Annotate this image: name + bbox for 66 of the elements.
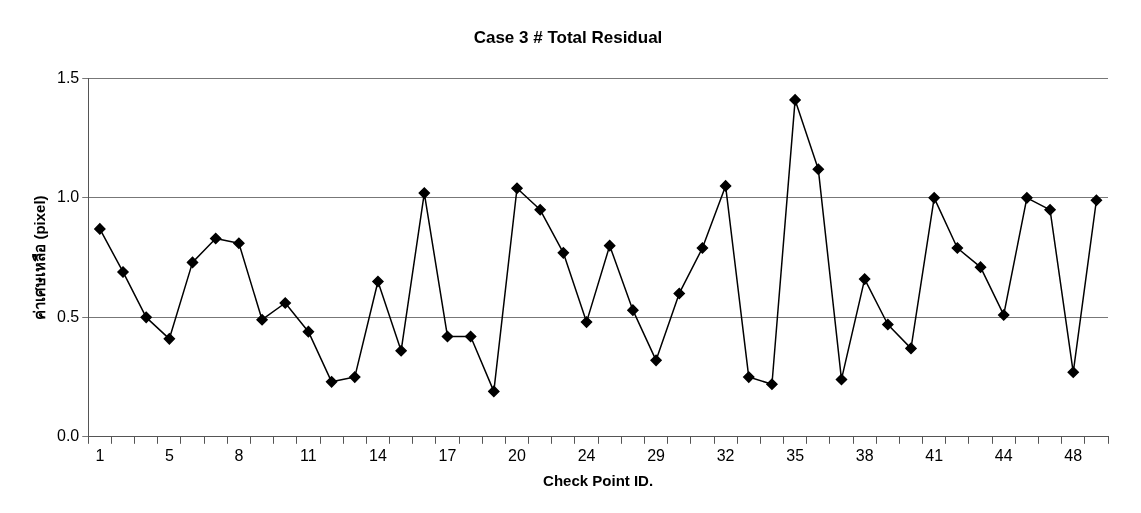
x-tick-label: 48 [1064, 446, 1083, 464]
point [464, 330, 477, 343]
point [905, 342, 917, 355]
point [395, 345, 407, 357]
chart-title: Case 3 # Total Residual [473, 27, 663, 47]
point [557, 247, 570, 259]
x-tick-label: 8 [234, 446, 244, 464]
point [94, 223, 106, 235]
y-tick-label: 1.5 [56, 68, 80, 86]
point [997, 309, 1010, 321]
point [488, 385, 500, 398]
point [1021, 192, 1033, 204]
y-tick-label: 0.5 [56, 307, 80, 325]
x-tick-label: 11 [300, 446, 317, 464]
point [372, 275, 384, 288]
point [627, 304, 639, 316]
x-tick-label: 41 [925, 446, 944, 464]
point [719, 180, 732, 192]
point [349, 371, 361, 383]
x-tick-label: 24 [577, 446, 596, 464]
point [1067, 366, 1079, 379]
point [209, 232, 222, 245]
point [418, 187, 431, 199]
y-tick-label: 1.0 [56, 188, 80, 206]
point [580, 316, 593, 328]
x-tick-label: 14 [369, 446, 387, 464]
point [603, 239, 616, 252]
x-tick-label: 44 [994, 446, 1013, 464]
x-tick-label: 17 [438, 446, 457, 464]
x-tick-label: 29 [647, 446, 666, 464]
point [858, 273, 871, 285]
point [766, 378, 778, 390]
point [974, 261, 987, 273]
point [441, 330, 454, 343]
point [302, 325, 315, 338]
point [673, 287, 685, 300]
point [789, 94, 801, 106]
x-axis-title: Check Point ID. [543, 472, 654, 490]
x-tick-label: 1 [95, 446, 105, 464]
point [1044, 204, 1056, 216]
x-tick-label: 20 [508, 446, 526, 464]
point [928, 192, 940, 204]
y-axis-title: ค่าเศษเหลือ (pixel) [31, 195, 49, 320]
point [163, 333, 176, 345]
point [117, 266, 129, 278]
point [279, 297, 291, 309]
y-tick-label: 0.0 [56, 427, 80, 445]
point [650, 354, 662, 367]
point [325, 376, 338, 388]
point [882, 318, 894, 331]
point [534, 204, 546, 216]
x-tick-label: 35 [786, 446, 805, 464]
point [256, 313, 268, 326]
point [1090, 194, 1103, 207]
x-tick-label: 38 [855, 446, 874, 464]
x-tick-label: 5 [164, 446, 174, 464]
point [951, 242, 964, 254]
point [835, 373, 848, 386]
point [511, 182, 523, 195]
point [186, 256, 199, 269]
x-tick-label: 32 [716, 446, 735, 464]
point [140, 311, 152, 324]
point [696, 242, 709, 254]
point [743, 371, 755, 383]
point [233, 237, 245, 250]
point [812, 163, 825, 175]
